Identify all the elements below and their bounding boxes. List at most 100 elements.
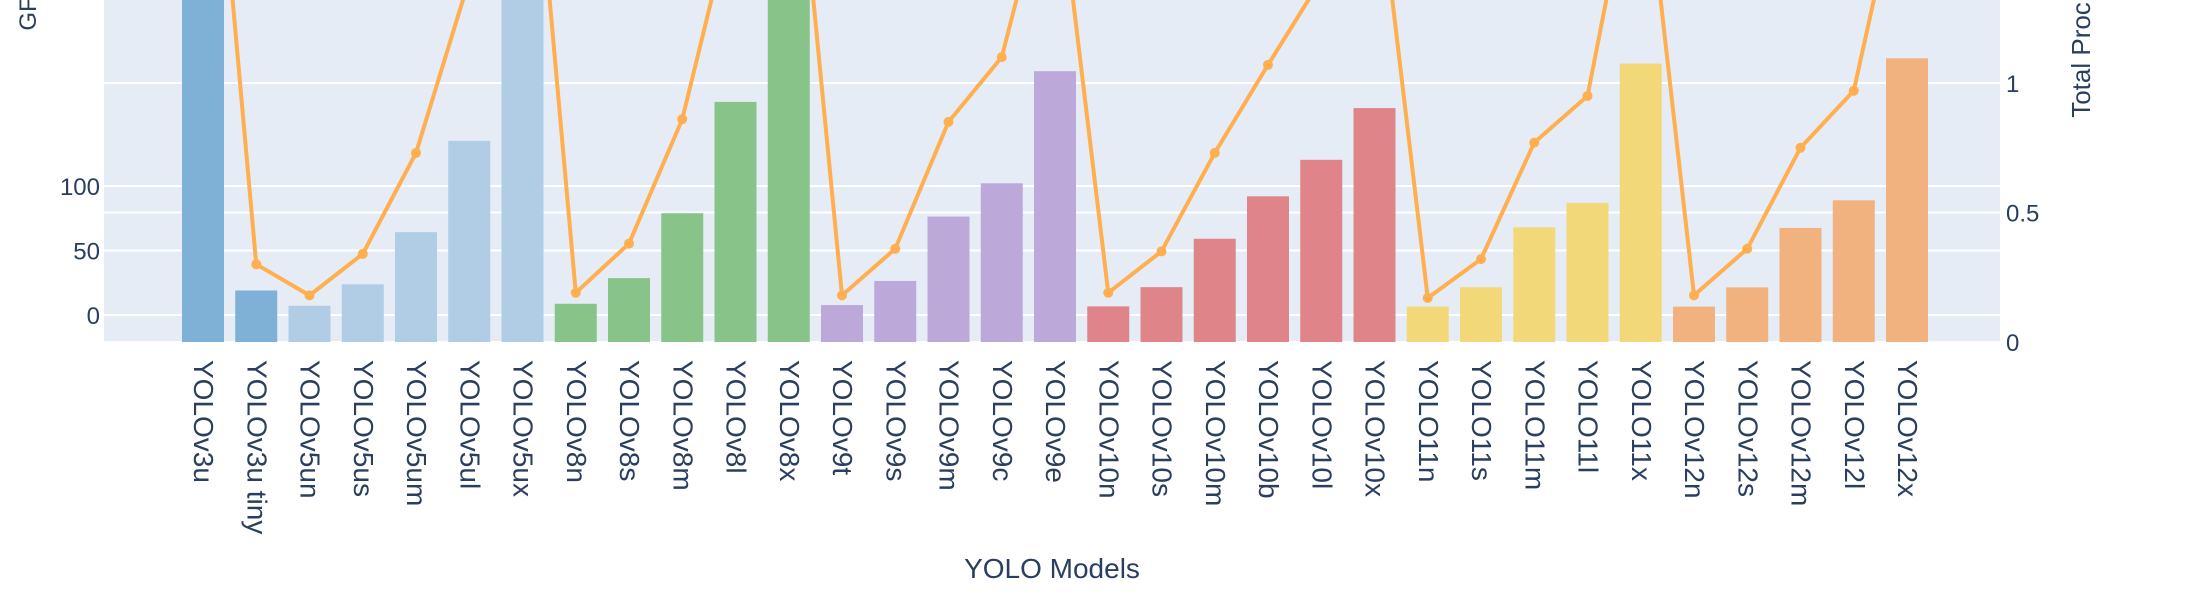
bar-series [182, 0, 1928, 342]
bar [821, 305, 863, 342]
line-point [1582, 90, 1593, 101]
x-tick-label: YOLOv5ux [508, 360, 539, 497]
bar [1673, 306, 1715, 342]
line-point [1476, 254, 1486, 265]
x-tick-label: YOLOv8l [721, 360, 752, 474]
bar [288, 305, 331, 342]
bar [448, 140, 491, 342]
bar [1406, 306, 1449, 342]
line-point [1529, 137, 1540, 148]
bar [767, 0, 810, 342]
x-tick-label: YOLOv5ul [454, 360, 485, 489]
x-tick-label: YOLOv10s [1147, 360, 1178, 497]
x-tick-label: YOLOv5us [348, 360, 379, 497]
bar [1087, 306, 1130, 342]
bar [554, 303, 597, 342]
line-point [1848, 85, 1859, 96]
x-tick-label: YOLOv12m [1786, 360, 1817, 506]
x-tick-label: YOLOv12s [1732, 360, 1763, 497]
line-point [1263, 59, 1273, 70]
line-point [624, 238, 634, 249]
line-point [570, 287, 581, 298]
line-point [677, 114, 688, 125]
x-tick-label: YOLO11x [1626, 360, 1657, 481]
bar [1300, 159, 1343, 342]
x-tick-label: YOLOv9s [880, 360, 911, 481]
bar [341, 284, 384, 342]
line-point [890, 243, 901, 254]
bar [927, 216, 970, 342]
bar [1619, 63, 1662, 342]
x-tick-label: YOLOv12l [1839, 360, 1870, 489]
x-tick-label: YOLOv8m [667, 360, 698, 491]
left-tick-label: 0 [87, 303, 100, 330]
line-point [943, 116, 954, 127]
x-tick-label: YOLOv12x [1892, 360, 1923, 497]
x-tick-label: YOLOv8s [614, 360, 645, 481]
bar [1513, 227, 1556, 342]
line-point [1742, 243, 1753, 254]
x-axis-ticks: YOLOv3u YOLOv3u tiny YOLOv5un YOLOv5us YOLOv… [188, 360, 1923, 534]
x-tick-label: YOLOv10m [1200, 360, 1231, 506]
bar [608, 278, 650, 342]
x-tick-label: YOLO11s [1466, 360, 1497, 481]
bar [1353, 108, 1396, 342]
x-tick-label: YOLOv3u tiny [241, 360, 272, 534]
x-tick-label: YOLO11n [1413, 360, 1444, 482]
bar [235, 290, 278, 342]
line-point [1156, 246, 1167, 257]
line-point [304, 290, 315, 301]
left-axis-title: GF [15, 0, 42, 31]
bar [395, 232, 437, 342]
right-tick-label: 1 [2006, 71, 2019, 98]
x-tick-label: YOLOv9t [827, 360, 858, 475]
x-tick-label: YOLOv10l [1306, 360, 1337, 489]
bar [874, 280, 917, 342]
line-point [1103, 287, 1114, 298]
line-point [1795, 142, 1806, 153]
bar [1034, 71, 1076, 342]
bar [1832, 200, 1875, 342]
line-point [411, 147, 421, 158]
bar [1566, 202, 1609, 342]
bar [661, 213, 704, 342]
line-point [1422, 292, 1433, 303]
line-point [251, 259, 262, 270]
bar [1886, 58, 1928, 342]
x-tick-label: YOLOv10x [1360, 360, 1391, 497]
bar [1726, 287, 1769, 342]
bar [714, 101, 757, 342]
bar [501, 0, 544, 342]
bar [1140, 287, 1183, 342]
x-tick-label: YOLOv3u [188, 360, 219, 483]
x-tick-label: YOLO11l [1573, 360, 1604, 473]
x-tick-label: YOLOv8x [774, 360, 805, 481]
line-point [1209, 147, 1220, 158]
line-point [357, 248, 368, 259]
x-tick-label: YOLOv10b [1253, 360, 1284, 499]
x-axis-title: YOLO Models [964, 553, 1140, 584]
x-tick-label: YOLO11m [1519, 360, 1550, 490]
line-series [230, 0, 1876, 303]
right-tick-label: 0.5 [2006, 201, 2039, 228]
line-point [837, 290, 847, 301]
left-tick-label: 100 [60, 174, 100, 201]
bar [1247, 196, 1289, 342]
line-point [1689, 290, 1699, 301]
line-point [996, 52, 1007, 63]
right-axis-title: Total Proc [2066, 2, 2096, 118]
x-tick-label: YOLOv10n [1093, 360, 1124, 499]
bar [1193, 238, 1236, 342]
left-tick-label: 50 [73, 239, 100, 266]
bar [182, 0, 224, 342]
right-tick-label: 0 [2006, 330, 2019, 357]
x-tick-label: YOLOv9c [987, 360, 1018, 481]
bar [980, 183, 1023, 342]
x-tick-label: YOLOv5um [401, 360, 432, 506]
x-tick-label: YOLOv9e [1040, 360, 1071, 483]
bar [1779, 227, 1822, 342]
x-tick-label: YOLOv5un [295, 360, 326, 499]
bar [1460, 287, 1502, 342]
x-tick-label: YOLOv9m [934, 360, 965, 491]
